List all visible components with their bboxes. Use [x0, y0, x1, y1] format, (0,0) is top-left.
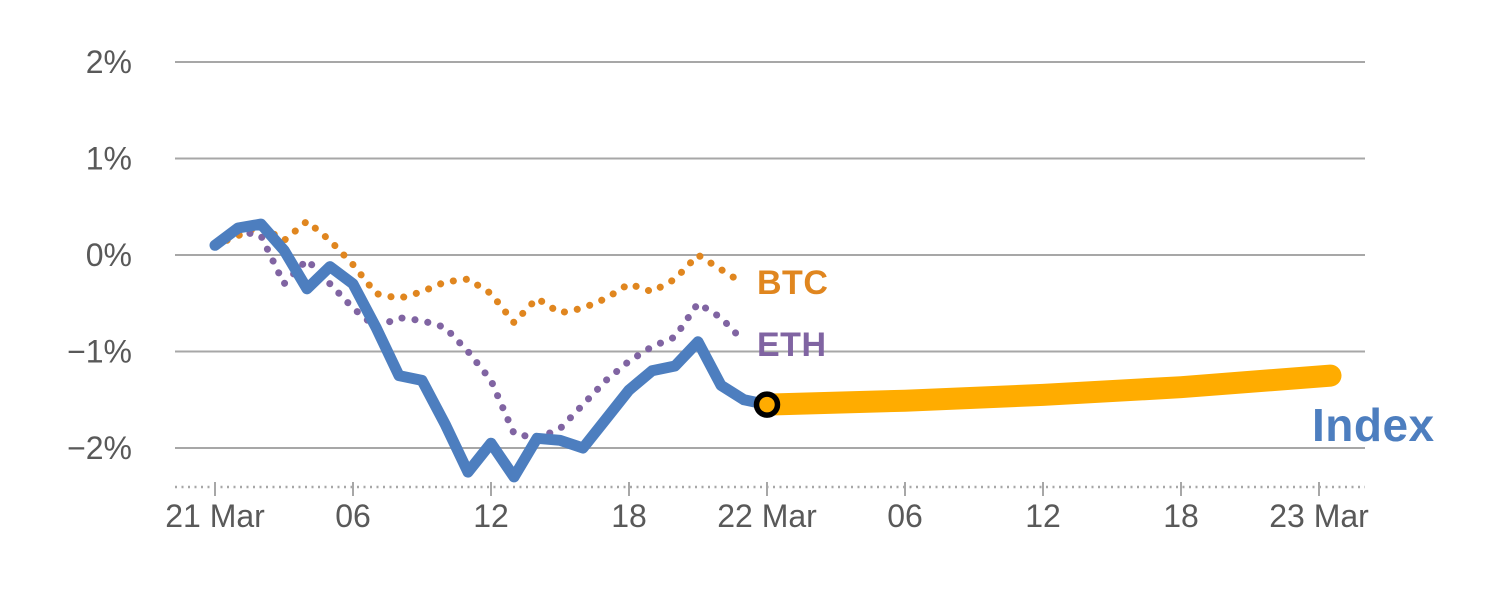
series-label-btc: BTC: [757, 264, 829, 302]
x-tick-label: 12: [473, 498, 509, 534]
x-tick-label: 06: [887, 498, 923, 534]
y-tick-label: 2%: [86, 44, 132, 80]
x-tick-label: 23 Mar: [1269, 498, 1369, 534]
x-tick-label: 18: [1163, 498, 1199, 534]
x-tick-label: 22 Mar: [717, 498, 817, 534]
series-label-eth: ETH: [757, 326, 827, 364]
x-tick-label: 06: [335, 498, 371, 534]
y-tick-label: −1%: [67, 334, 132, 370]
y-tick-label: 0%: [86, 237, 132, 273]
y-tick-label: −2%: [67, 430, 132, 466]
series-label-index: Index: [1312, 399, 1435, 451]
index-line: [209, 218, 773, 483]
btc-line: [211, 217, 748, 327]
x-tick-label: 18: [611, 498, 647, 534]
forecast-start-marker: [753, 391, 781, 418]
x-tick-label: 12: [1025, 498, 1061, 534]
x-tick-label: 21 Mar: [165, 498, 265, 534]
eth-line: [211, 227, 748, 442]
y-tick-label: 1%: [86, 141, 132, 177]
index-forecast-band: [756, 364, 1342, 416]
